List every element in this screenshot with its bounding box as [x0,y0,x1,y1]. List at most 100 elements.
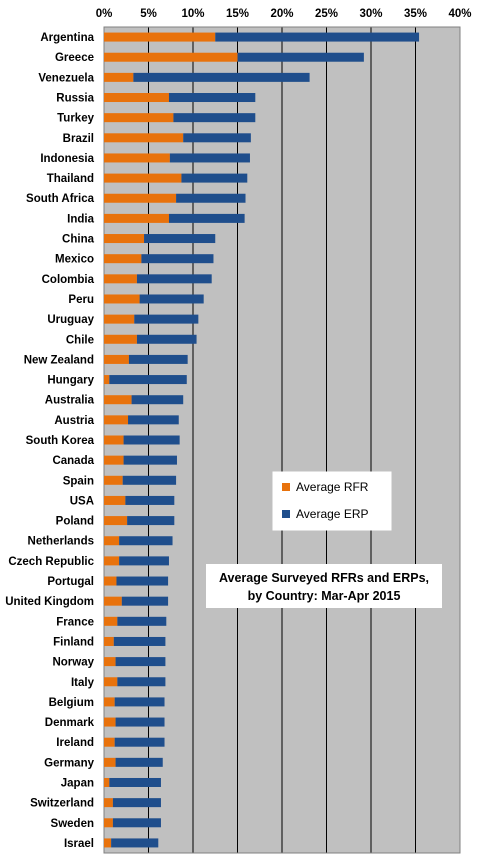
category-label: USA [70,495,94,507]
bar-erp [128,354,188,364]
bar-erp [134,314,199,324]
bar-rfr [104,838,112,848]
bar-rfr [104,113,174,123]
bar-rfr [104,435,124,445]
bar-erp [122,475,177,485]
bar-rfr [104,576,117,586]
bar-rfr [104,495,126,505]
legend-box [272,471,392,531]
x-tick-label: 5% [140,8,157,20]
bar-erp [133,72,310,82]
category-label: France [56,616,94,628]
bar-erp [109,375,187,385]
category-label: Netherlands [28,536,94,548]
bar-rfr [104,93,169,103]
category-label: Czech Republic [8,556,94,568]
bar-rfr [104,52,238,62]
category-label: Switzerland [30,798,94,810]
x-tick-label: 40% [448,8,471,20]
category-label: South Korea [26,435,95,447]
category-label: Israel [64,838,94,850]
category-labels: Argentina Greece Venezuela Russia Turkey Braz… [5,32,94,850]
bar-erp [119,536,173,546]
category-label: Brazil [63,133,94,145]
bar-rfr [104,455,124,465]
bar-erp [111,838,159,848]
bar-rfr [104,354,129,364]
bar-rfr [104,193,177,203]
category-label: Russia [56,93,94,105]
bar-rfr [104,697,115,707]
category-label: Italy [71,677,95,689]
bar-rfr [104,213,169,223]
category-label: Canada [52,455,94,467]
bar-rfr [104,173,182,183]
bar-rfr [104,596,122,606]
bar-rfr [104,395,132,405]
category-label: Greece [55,52,94,64]
category-label: Mexico [55,254,94,266]
category-label: United Kingdom [5,596,94,608]
category-label: Belgium [49,697,94,709]
category-label: Portugal [47,576,94,588]
bar-rfr [104,636,114,646]
bar-erp [168,213,245,223]
x-tick-label: 30% [359,8,382,20]
bar-erp [119,556,169,566]
bar-erp [112,798,161,808]
bar-erp [127,516,175,526]
x-tick-label: 15% [226,8,249,20]
x-tick-label: 20% [270,8,293,20]
category-label: Argentina [40,32,94,44]
category-label: Spain [63,475,94,487]
bar-erp [215,32,420,42]
bar-erp [139,294,204,304]
bar-erp [115,717,165,727]
category-label: Norway [52,657,94,669]
category-label: Indonesia [40,153,94,165]
bar-rfr [104,777,110,787]
bar-erp [125,495,175,505]
bar-rfr [104,133,184,143]
bar-rfr [104,798,113,808]
bar-rfr [104,657,116,667]
bar-erp [114,737,165,747]
bar-rfr [104,677,118,687]
bars [104,32,420,848]
bar-rfr [104,274,137,284]
bar-erp [173,113,256,123]
bar-rfr [104,254,142,264]
bar-rfr [104,556,120,566]
bar-erp [115,757,163,767]
gridlines [103,26,461,854]
bar-erp [117,677,166,687]
bar-rfr [104,234,145,244]
bar-erp [114,697,165,707]
bar-rfr [104,375,110,385]
legend-swatch-rfr [282,483,290,491]
legend-label-rfr: Average RFR [296,480,369,494]
category-label: Australia [45,395,95,407]
bar-erp [112,818,161,828]
bar-erp [181,173,248,183]
bar-erp [128,415,179,425]
bar-rfr [104,415,129,425]
bar-erp [144,234,216,244]
category-label: Austria [54,415,94,427]
legend: Average RFR Average ERP [272,471,392,531]
category-label: Poland [56,516,94,528]
bar-erp [141,254,214,264]
bar-erp [123,455,177,465]
bar-rfr [104,32,216,42]
chart-title-line-2: by Country: Mar-Apr 2015 [248,589,401,603]
bar-rfr [104,516,128,526]
bar-rfr [104,616,118,626]
bar-erp [131,395,184,405]
bar-erp [136,334,197,344]
title-box [206,564,442,608]
bar-rfr [104,757,116,767]
bar-erp [121,596,169,606]
bar-rfr [104,314,135,324]
bar-erp [109,777,161,787]
